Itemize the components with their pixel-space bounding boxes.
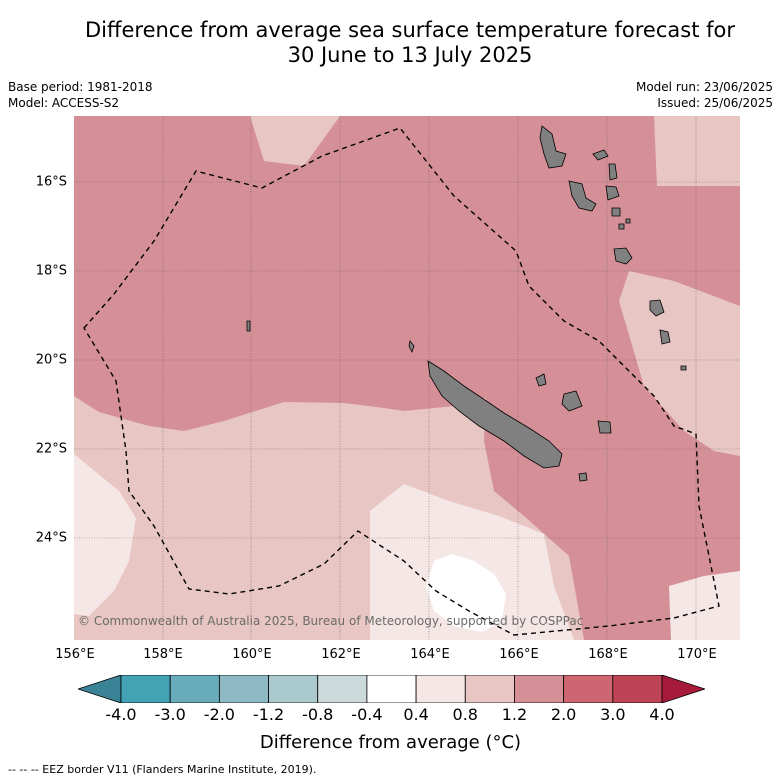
anatom-islet: [680, 365, 687, 371]
lon-label-168e: 168°E: [588, 647, 628, 662]
lat-label-20s: 20°S: [35, 352, 67, 368]
colorbar-tick-label: -0.4: [351, 705, 383, 724]
colorbar: [78, 675, 705, 703]
colorbar-extend-low: [78, 675, 122, 703]
base-period-text: Base period: 1981-2018: [8, 80, 153, 94]
map-canvas: [74, 116, 740, 640]
vanuatu-shepherds: [611, 207, 621, 217]
colorbar-tick-label: 3.0: [600, 705, 626, 724]
lon-label-164e: 164°E: [410, 647, 450, 662]
loyalty-island-2: [561, 390, 583, 412]
title-line-2: 30 June to 13 July 2025: [287, 43, 533, 67]
lon-label-158e: 158°E: [143, 647, 183, 662]
colorbar-segment: [366, 675, 417, 703]
title-line-1: Difference from average sea surface temp…: [85, 18, 735, 42]
chart-title: Difference from average sea surface temp…: [60, 18, 760, 68]
colorbar-tick-label: -3.0: [154, 705, 186, 724]
colorbar-segment: [464, 675, 515, 703]
colorbar-tick-label: 0.4: [403, 705, 429, 724]
colorbar-segment: [563, 675, 614, 703]
anomaly-band-0-4-to-0-8-west: [74, 454, 136, 616]
colorbar-segment: [218, 675, 269, 703]
issued-text: Issued: 25/06/2025: [657, 96, 773, 110]
left-metadata: Base period: 1981-2018 Model: ACCESS-S2: [8, 79, 153, 111]
colorbar-tick-label: 1.2: [501, 705, 528, 724]
eez-border-line: [83, 127, 720, 636]
vanuatu-malekula: [568, 180, 597, 212]
lon-label-162e: 162°E: [321, 647, 361, 662]
copyright-text: © Commonwealth of Australia 2025, Bureau…: [78, 614, 584, 628]
colorbar-segment: [169, 675, 220, 703]
colorbar-segment: [415, 675, 466, 703]
vanuatu-espiritu-santo: [539, 125, 567, 169]
colorbar-tick-label: -1.2: [252, 705, 285, 724]
new-caledonia-island: [427, 360, 563, 469]
lat-label-22s: 22°S: [35, 441, 67, 457]
colorbar-tick-label: 2.0: [550, 705, 577, 724]
lon-label-156e: 156°E: [55, 647, 95, 662]
vanuatu-efate: [613, 247, 633, 265]
lon-label-170e: 170°E: [677, 647, 717, 662]
lon-label-166e: 166°E: [499, 647, 539, 662]
colorbar-extend-high: [661, 675, 705, 703]
vanuatu-epi: [605, 185, 620, 201]
lon-label-160e: 160°E: [232, 647, 272, 662]
lat-gridlines: [74, 181, 740, 539]
sst-map: [74, 116, 740, 640]
right-metadata: Model run: 23/06/2025 Issued: 25/06/2025: [636, 79, 773, 111]
vanuatu-small-islet-1: [618, 223, 625, 230]
colorbar-segment: [120, 675, 171, 703]
lat-label-18s: 18°S: [35, 263, 67, 279]
model-run-text: Model run: 23/06/2025: [635, 80, 773, 94]
loyalty-island-1: [535, 373, 547, 387]
vanuatu-erromango: [649, 299, 665, 317]
loyalty-island-3: [597, 420, 612, 434]
colorbar-segment: [514, 675, 565, 703]
anomaly-band-1-2-to-2-0: [74, 116, 740, 640]
colorbar-tick-label: 0.8: [452, 705, 478, 724]
colorbar-tick-label: -2.0: [203, 705, 235, 724]
isle-of-pines: [578, 472, 588, 482]
vanuatu-ambae: [592, 149, 609, 161]
lat-label-24s: 24°S: [35, 530, 67, 546]
lat-label-16s: 16°S: [35, 174, 67, 190]
vanuatu-tanna: [659, 329, 671, 345]
colorbar-tick-label: 4.0: [649, 705, 675, 724]
colorbar-segment: [317, 675, 368, 703]
vanuatu-pentecost: [608, 163, 618, 181]
colorbar-segment: [612, 675, 663, 703]
vanuatu-small-islet-2: [625, 218, 631, 224]
belep-islet: [408, 340, 415, 354]
colorbar-segment: [268, 675, 319, 703]
model-text: Model: ACCESS-S2: [8, 96, 120, 110]
colorbar-tick-label: -4.0: [105, 705, 137, 724]
anomaly-band-0-4-to-0-8-east: [669, 571, 740, 640]
colorbar-title: Difference from average (°C): [259, 732, 522, 753]
colorbar-tick-label: -0.8: [302, 705, 334, 724]
chesterfield-islet: [246, 320, 251, 332]
anomaly-band-neg0-4-to-0-4: [426, 554, 506, 632]
eez-legend-text: -- -- -- EEZ border V11 (Flanders Marine…: [8, 763, 317, 776]
